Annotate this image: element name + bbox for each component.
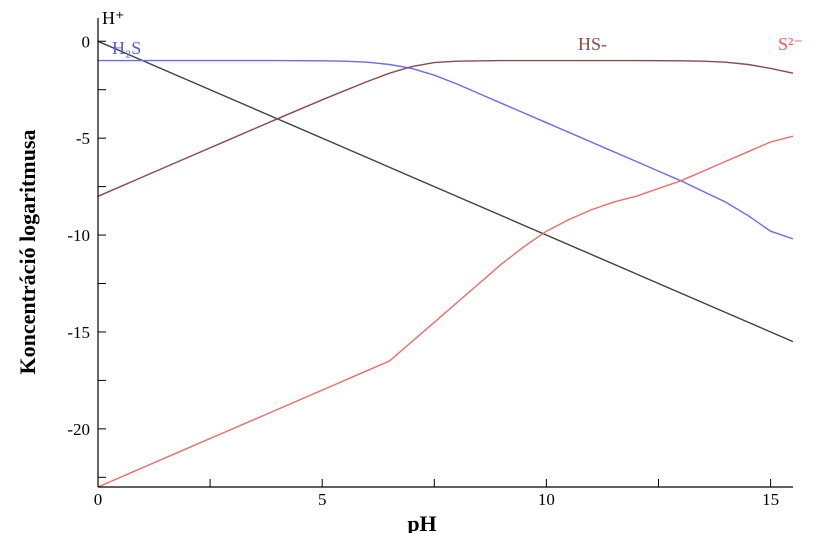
x-tick-label: 10 xyxy=(538,490,555,509)
x-tick-label: 15 xyxy=(762,490,779,509)
series-line-2 xyxy=(97,59,794,197)
y-tick-label: 0 xyxy=(82,32,91,51)
series-line-0 xyxy=(97,40,794,343)
x-axis-title: pH xyxy=(407,511,436,533)
series-label-h-plus: H⁺ xyxy=(102,8,125,28)
series-line-3 xyxy=(97,135,794,488)
y-axis-title: Koncentráció logaritmusa xyxy=(15,129,40,374)
y-tick-label: -5 xyxy=(76,129,90,148)
series-label-s2: S²⁻ xyxy=(778,34,803,54)
series-label-hs: HS- xyxy=(578,34,607,54)
series-labels: H⁺ H₂S HS- S²⁻ xyxy=(102,8,803,58)
y-ticks: 0 -5 -10 -15 -20 xyxy=(67,32,106,478)
plot-area: 0 5 10 15 0 -5 -10 -15 -20 xyxy=(67,18,794,509)
series-line-1 xyxy=(98,59,794,240)
x-tick-label: 0 xyxy=(94,490,103,509)
x-tick-label: 5 xyxy=(318,490,327,509)
series-curves xyxy=(97,40,794,488)
x-ticks: 0 5 10 15 xyxy=(94,479,779,509)
series-label-h2s: H₂S xyxy=(112,38,141,58)
y-tick-label: -20 xyxy=(67,420,90,439)
y-tick-label: -10 xyxy=(67,226,90,245)
y-tick-label: -15 xyxy=(67,323,90,342)
